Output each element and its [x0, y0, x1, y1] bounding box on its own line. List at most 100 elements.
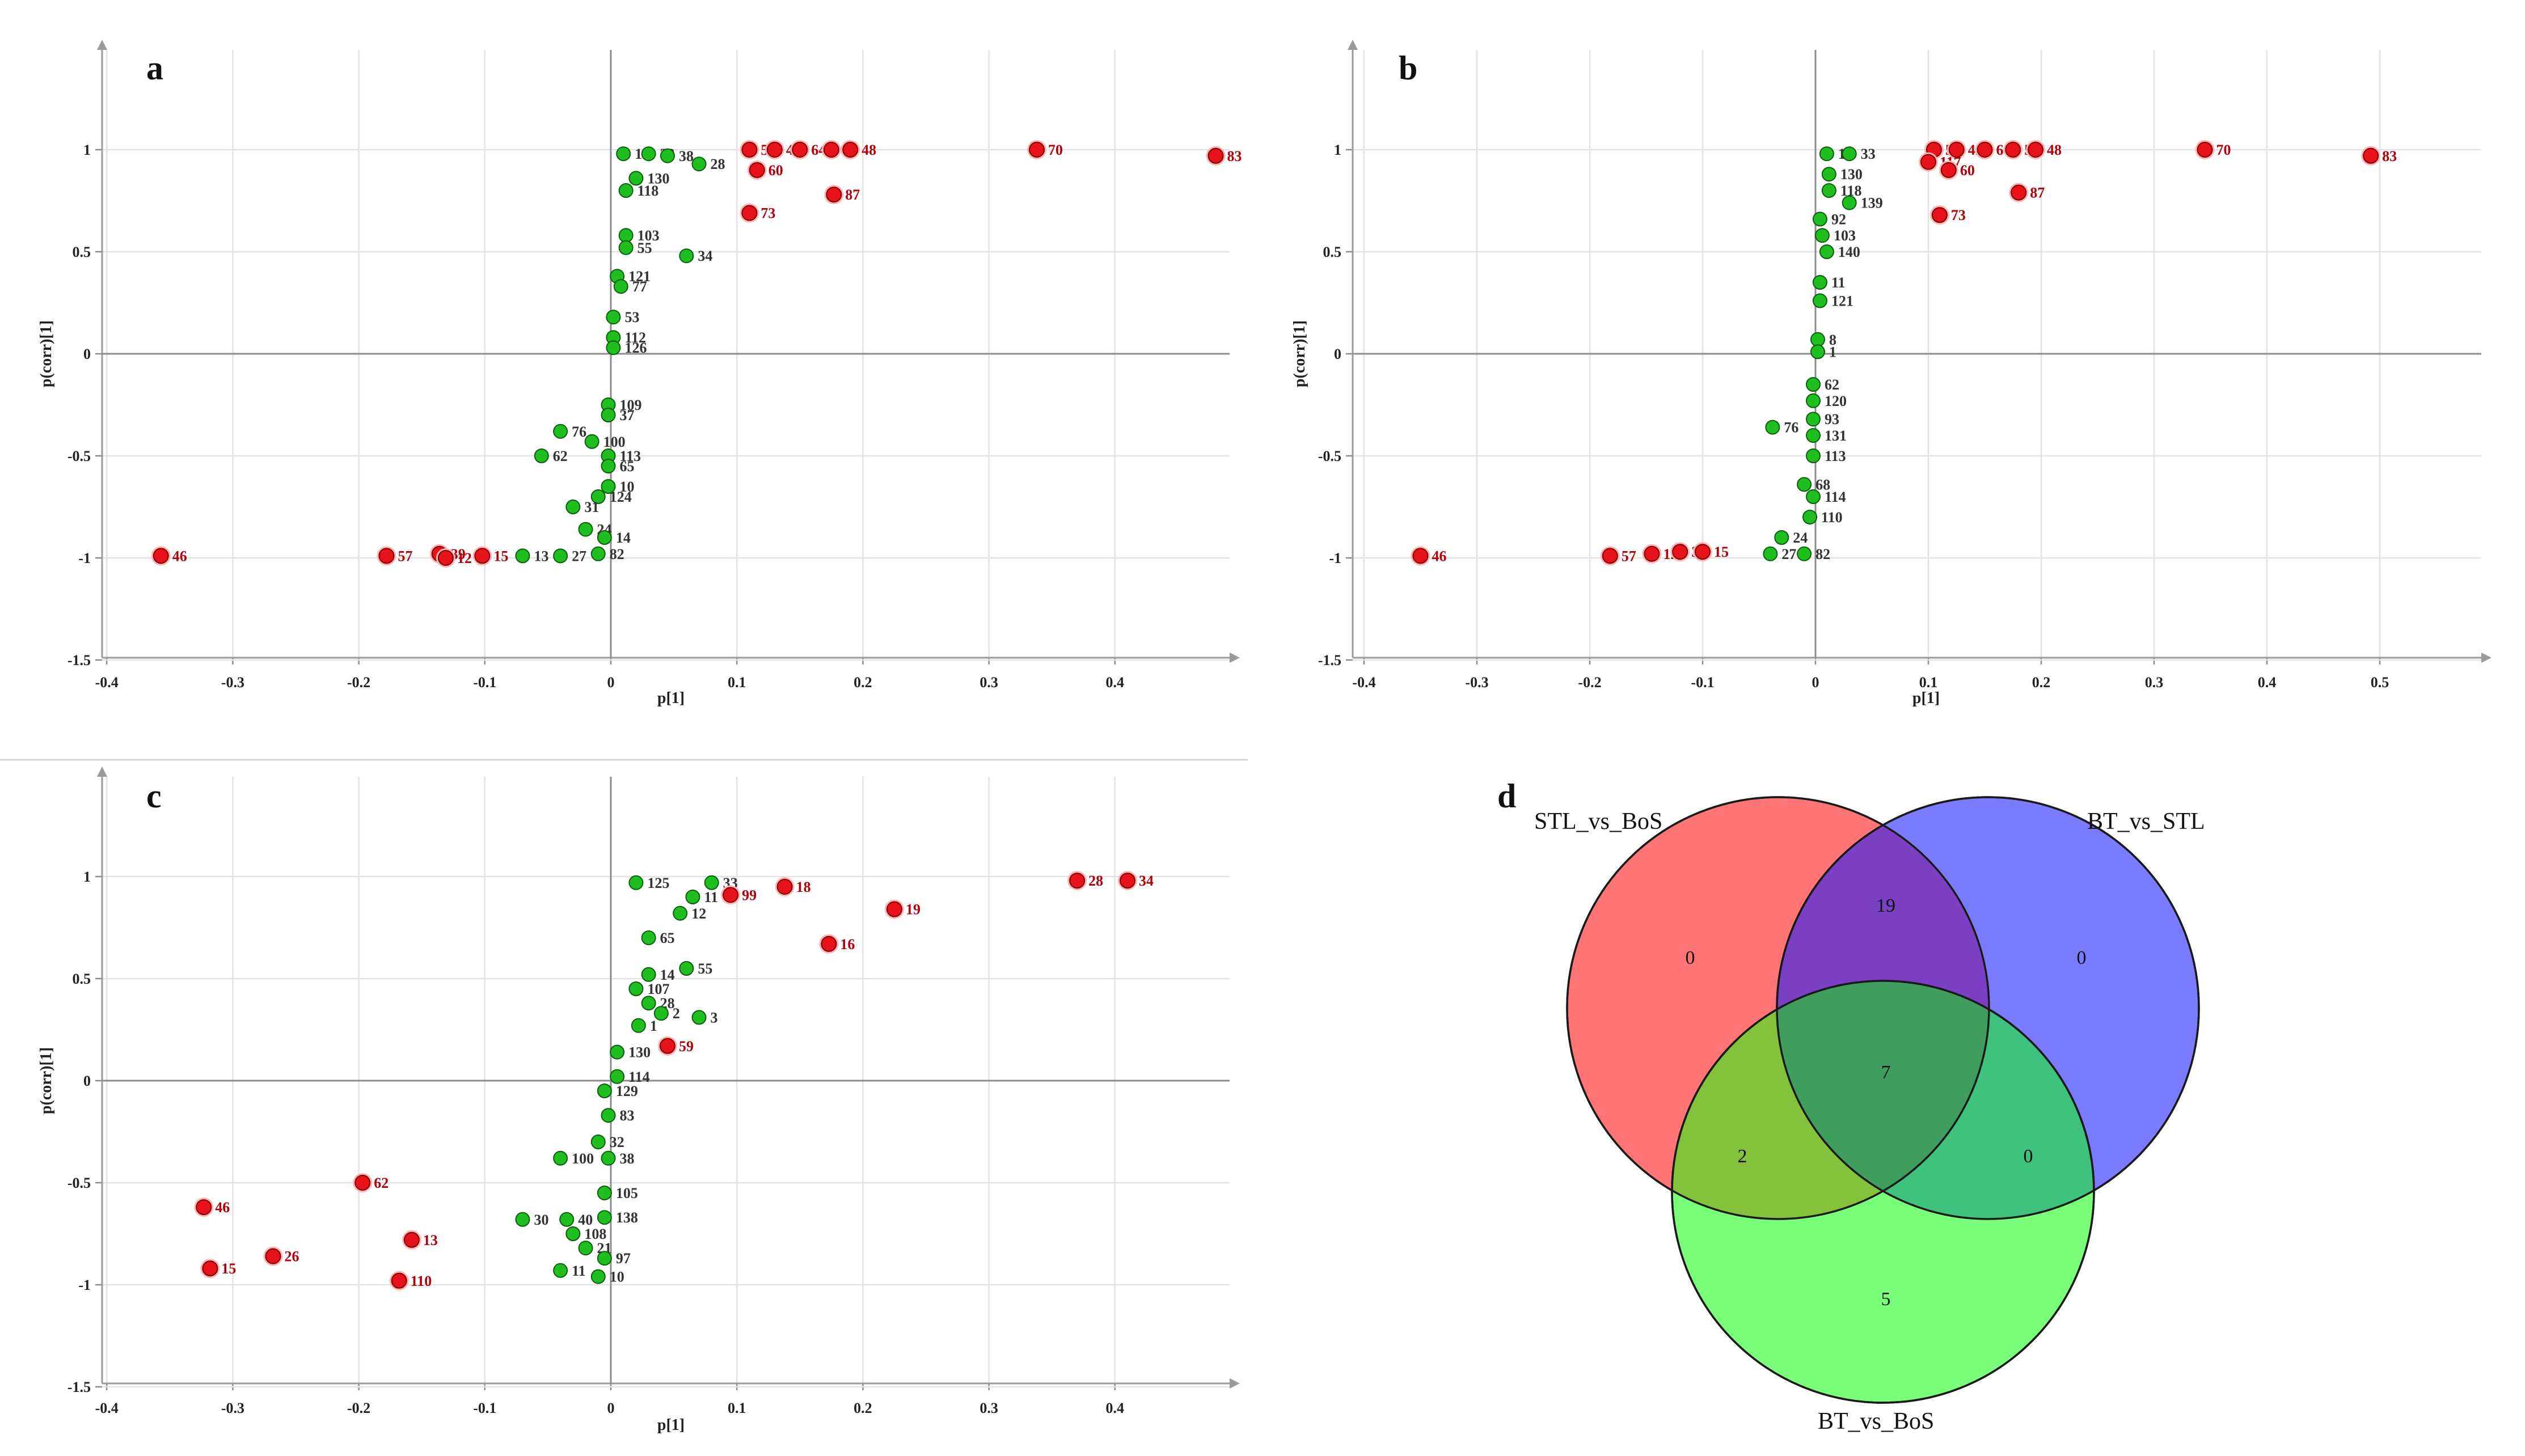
point-label-93: 93 — [1825, 411, 1839, 428]
point-label-55: 55 — [637, 240, 652, 256]
point-label-83: 83 — [620, 1107, 635, 1124]
point-label-121: 121 — [628, 268, 651, 285]
significant-point-83 — [2363, 147, 2379, 164]
point-label-60: 60 — [769, 162, 783, 179]
point-82 — [590, 546, 606, 561]
point-11 — [1812, 275, 1827, 290]
point-label-48: 48 — [2047, 142, 2062, 158]
point-label-97: 97 — [616, 1250, 631, 1267]
significant-point-87 — [2011, 184, 2027, 201]
point-21 — [578, 1241, 593, 1256]
significant-point-13 — [403, 1231, 420, 1248]
point-label-100: 100 — [603, 434, 626, 450]
x-tick-label-1: -0.3 — [221, 674, 244, 691]
point-label-2: 2 — [673, 1005, 680, 1022]
venn-label-bt-vs-stl: BT_vs_STL — [2087, 809, 2205, 835]
point-label-82: 82 — [1815, 546, 1830, 562]
point-label-125: 125 — [647, 875, 669, 891]
y-tick-label-0: -1.5 — [67, 652, 91, 668]
point-label-118: 118 — [637, 183, 659, 199]
x-tick-label-1: -0.3 — [1465, 674, 1488, 691]
significant-point-57 — [1602, 548, 1618, 564]
significant-point-15 — [202, 1260, 218, 1277]
x-tick-label-5: 0.1 — [728, 674, 746, 691]
point-27 — [553, 548, 568, 564]
point-37 — [601, 408, 616, 422]
x-tick-label-3: -0.1 — [473, 1400, 496, 1416]
significant-point-15 — [1695, 544, 1711, 560]
point-label-37: 37 — [620, 407, 635, 424]
y-axis-title: p(corr)[1] — [1291, 320, 1308, 387]
significant-point-64 — [1977, 142, 1993, 158]
point-label-14: 14 — [616, 530, 631, 546]
point-label-92: 92 — [1831, 211, 1846, 227]
point-82 — [1797, 546, 1812, 561]
x-axis-arrow — [1230, 1378, 1240, 1389]
significant-point-60 — [749, 162, 765, 178]
x-tick-label-2: -0.2 — [347, 1400, 370, 1416]
point-label-103: 103 — [1834, 227, 1856, 244]
point-label-55: 55 — [698, 960, 712, 977]
point-140 — [1819, 244, 1834, 259]
point-label-34: 34 — [1139, 873, 1154, 889]
y-tick-label-3: 0 — [83, 346, 91, 362]
point-label-13: 13 — [534, 548, 548, 564]
x-tick-label-3: -0.1 — [1691, 674, 1714, 691]
significant-point-46 — [153, 548, 169, 564]
point-label-68: 68 — [1815, 476, 1830, 493]
scatter-panel-b: -0.4 -0.3 -0.2 -0.1 0 0.1 0.2 0.3 0.4 0.5 -1.5 -1 -0… — [1291, 40, 2492, 707]
x-tick-label-5: 0.1 — [1919, 674, 1938, 691]
significant-point-45 — [766, 142, 783, 158]
x-tick-label-8: 0.4 — [1106, 1400, 1125, 1416]
significant-point-18 — [776, 879, 793, 895]
x-tick-label-6: 0.2 — [854, 674, 872, 691]
point-24 — [578, 522, 593, 537]
x-axis-arrow — [1230, 653, 1240, 663]
venn-overlap-regions — [1566, 796, 2200, 1404]
x-tick-label-7: 0.3 — [979, 674, 998, 691]
significant-point-34 — [1120, 873, 1136, 889]
point-62 — [1806, 377, 1821, 392]
point-label-77: 77 — [632, 278, 647, 295]
y-tick-label-2: -0.5 — [67, 448, 91, 464]
point-label-131: 131 — [1825, 428, 1847, 444]
point-label-10: 10 — [620, 479, 635, 495]
point-label-27: 27 — [572, 548, 586, 564]
significant-point-110 — [391, 1272, 407, 1289]
point-105 — [597, 1186, 612, 1200]
venn-outline-1 — [1776, 796, 2200, 1220]
panel-letter-a: a — [146, 49, 163, 87]
point-114 — [610, 1069, 625, 1084]
y-axis-title: p(corr)[1] — [37, 1047, 55, 1114]
point-93 — [1806, 412, 1821, 427]
significant-point-57 — [378, 548, 395, 564]
y-axis-title: p(corr)[1] — [37, 320, 55, 387]
scatter-panel-c: -0.4 -0.3 -0.2 -0.1 0 0.1 0.2 0.3 0.4 -1.5 -1 -0.5 0… — [37, 767, 1240, 1434]
point-100 — [584, 434, 599, 449]
point-55 — [618, 240, 634, 255]
point-label-15: 15 — [221, 1260, 236, 1277]
point-76 — [553, 424, 568, 439]
significant-point-117 — [1920, 154, 1936, 170]
point-label-30: 30 — [534, 1212, 548, 1228]
point-65 — [641, 930, 656, 945]
y-tick-label-5: 1 — [1334, 142, 1341, 158]
point-12 — [673, 905, 688, 921]
point-118 — [618, 183, 634, 198]
point-139 — [1842, 195, 1857, 210]
significant-point-83 — [1207, 147, 1224, 164]
point-label-12: 12 — [457, 550, 472, 566]
point-label-103: 103 — [637, 227, 660, 244]
point-68 — [1797, 477, 1812, 492]
point-label-16: 16 — [840, 936, 855, 953]
point-label-130: 130 — [628, 1044, 651, 1061]
significant-point-16 — [821, 936, 837, 952]
significant-point-26 — [265, 1248, 281, 1264]
significant-point-46 — [1412, 548, 1429, 564]
point-label-109: 109 — [620, 397, 642, 413]
y-tick-label-2: -0.5 — [1318, 448, 1341, 464]
y-axis-arrow — [1348, 40, 1358, 50]
point-label-46: 46 — [172, 548, 187, 564]
point-label-10: 10 — [610, 1269, 624, 1285]
point-label-40: 40 — [578, 1212, 593, 1228]
